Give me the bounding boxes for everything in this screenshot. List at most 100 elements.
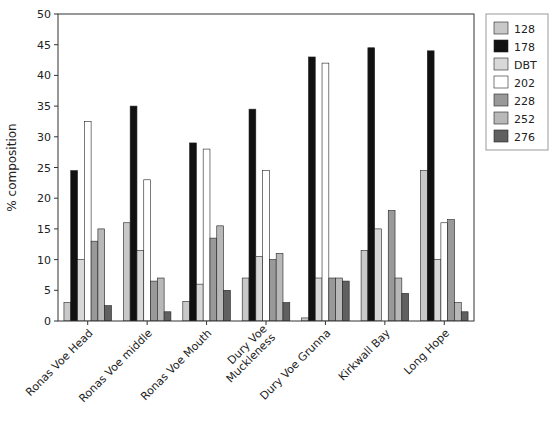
x-tick-label: Kirkwall Bay (336, 326, 393, 383)
x-tick (206, 321, 207, 325)
y-tick-label: 25 (37, 162, 51, 175)
y-tick (54, 228, 58, 229)
bar (217, 226, 224, 321)
legend-swatch (494, 130, 508, 142)
x-tick-label: Dury Voe Grunna (257, 327, 333, 403)
x-tick-label: Long Hope (401, 326, 452, 377)
y-tick-label: 30 (37, 131, 51, 144)
bar (308, 57, 315, 321)
legend-label: DBT (514, 59, 537, 72)
y-tick (54, 44, 58, 45)
y-tick (54, 198, 58, 199)
bar (454, 303, 461, 321)
bars (64, 48, 468, 321)
bar (242, 278, 249, 321)
bar (283, 303, 290, 321)
bar (91, 241, 98, 321)
x-tick (384, 321, 385, 325)
y-axis-label: % composition (5, 123, 19, 211)
y-tick (54, 290, 58, 291)
chart: 0 5 10 15 20 25 30 35 40 45 50 % composition Ronas V… (0, 0, 556, 421)
bar (361, 250, 368, 321)
bar (130, 106, 137, 321)
bar (98, 229, 105, 321)
bar (329, 278, 336, 321)
bar (123, 223, 130, 321)
bar (421, 171, 428, 321)
x-tick (266, 321, 267, 325)
legend-swatch (494, 94, 508, 106)
bar (249, 109, 256, 321)
x-tick (87, 321, 88, 325)
bar (256, 257, 263, 321)
bar (151, 281, 158, 321)
legend-swatch (494, 76, 508, 88)
bar (402, 293, 409, 321)
bar (78, 260, 85, 321)
bar (157, 278, 164, 321)
y-tick-label: 35 (37, 100, 51, 113)
bar (322, 63, 329, 321)
bar (441, 223, 448, 321)
legend-swatch (494, 58, 508, 70)
y-tick-label: 45 (37, 39, 51, 52)
bar (71, 171, 78, 321)
bar (269, 260, 276, 321)
y-tick-label: 10 (37, 254, 51, 267)
legend-frame (486, 14, 548, 150)
legend-label: 178 (514, 41, 535, 54)
bar (395, 278, 402, 321)
bar (427, 51, 434, 321)
bar (315, 278, 322, 321)
y-tick (54, 106, 58, 107)
bar (342, 281, 349, 321)
bar (375, 229, 382, 321)
y-tick (54, 167, 58, 168)
bar (105, 306, 112, 321)
y-tick (54, 136, 58, 137)
legend-label: 276 (514, 131, 535, 144)
y-tick-label: 20 (37, 192, 51, 205)
bar (64, 303, 71, 321)
bar (388, 210, 395, 321)
bar (461, 312, 468, 321)
y-tick-label: 5 (44, 284, 51, 297)
y-tick (54, 75, 58, 76)
legend-label: 128 (514, 23, 535, 36)
y-tick (54, 321, 58, 322)
bar (368, 48, 375, 321)
legend-swatch (494, 40, 508, 52)
bar (203, 149, 210, 321)
bar (144, 180, 151, 321)
y-tick-label: 15 (37, 223, 51, 236)
bar (164, 312, 171, 321)
legend-label: 252 (514, 113, 535, 126)
bar (336, 278, 343, 321)
legend-swatch (494, 112, 508, 124)
x-tick-label: Ronas Voe Mouth (138, 327, 214, 403)
x-tick (147, 321, 148, 325)
bar (434, 260, 441, 321)
legend-swatch (494, 22, 508, 34)
bar (276, 253, 283, 321)
y-tick (54, 259, 58, 260)
bar (196, 284, 203, 321)
y-tick-label: 50 (37, 8, 51, 21)
x-tick (444, 321, 445, 325)
legend-label: 202 (514, 77, 535, 90)
bar (183, 301, 190, 321)
y-tick (54, 14, 58, 15)
bar (190, 143, 197, 321)
y-tick-label: 40 (37, 69, 51, 82)
x-tick-label: Dury VoeMuckleness (215, 322, 278, 385)
plot-frame (58, 14, 474, 321)
bar (137, 250, 144, 321)
bar (448, 220, 455, 321)
bar (224, 290, 231, 321)
y-tick-label: 0 (44, 315, 51, 328)
legend-label: 228 (514, 95, 535, 108)
bar (263, 171, 270, 321)
bar (210, 238, 217, 321)
x-tick (325, 321, 326, 325)
bar (84, 121, 91, 321)
